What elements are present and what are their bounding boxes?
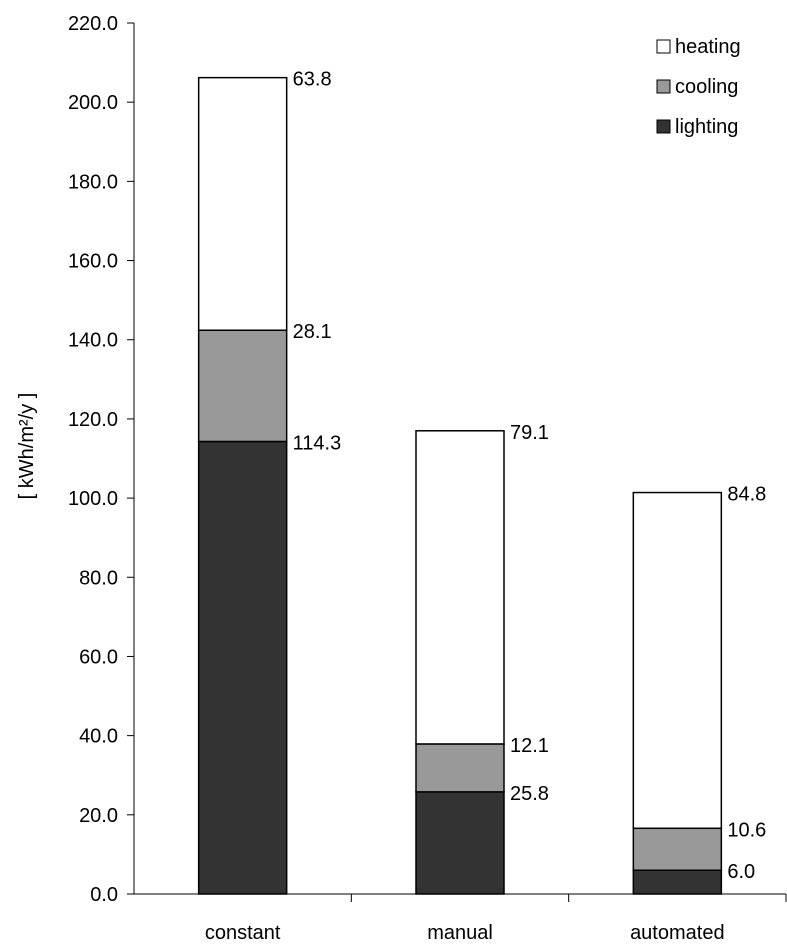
legend-label-cooling: cooling [675,76,738,98]
data-label-heating: 84.8 [727,484,766,506]
plot-area [197,76,723,895]
y-tick-label: 200.0 [68,92,118,114]
legend-swatch-lighting [656,119,671,134]
y-tick-label: 60.0 [79,646,118,668]
data-label-lighting: 6.0 [727,861,755,883]
data-label-cooling: 10.6 [727,819,766,841]
bar-segment-heating [197,76,288,331]
y-tick-label: 220.0 [68,13,118,35]
y-tick-label: 180.0 [68,171,118,193]
legend-swatch-cooling [656,79,671,94]
x-tick-label: manual [427,922,493,944]
data-label-lighting: 114.3 [293,432,342,454]
y-tick-label: 100.0 [68,488,118,510]
x-tick-label: constant [205,922,281,944]
y-tick-label: 120.0 [68,409,118,431]
bar-segment-heating [632,491,723,830]
y-tick-label: 40.0 [79,726,118,748]
y-tick-label: 140.0 [68,330,118,352]
bar-segment-cooling [415,743,505,793]
x-tick-label: automated [630,922,725,944]
y-tick-label: 80.0 [79,567,118,589]
bar-segment-lighting [415,791,505,895]
bar-segment-heating [415,430,505,745]
legend-label-lighting: lighting [675,116,738,138]
bar-segment-lighting [197,440,288,895]
data-label-heating: 63.8 [293,69,332,91]
axes: 0.0 20.0 40.0 60.0 80.0 100.0 120.0 140.0 160.0 1… [68,13,787,944]
legend-label-heating: heating [675,36,741,58]
data-labels: 114.3 28.1 63.8 25.8 12.1 79.1 6.0 10.6 84.8 [293,69,767,884]
data-label-cooling: 28.1 [293,321,332,343]
y-tick-label: 20.0 [79,805,118,827]
legend: heating cooling lighting [656,36,741,138]
legend-swatch-heating [656,39,671,54]
data-label-cooling: 12.1 [510,735,549,757]
y-tick-label: 160.0 [68,251,118,273]
y-tick-label: 0.0 [90,884,118,906]
data-label-heating: 79.1 [510,422,549,444]
bar-segment-cooling [632,827,723,871]
bar-segment-lighting [632,869,723,895]
data-label-lighting: 25.8 [510,783,549,805]
y-axis-title: [ kWh/m²/y ] [16,393,38,500]
bar-segment-cooling [197,329,288,443]
